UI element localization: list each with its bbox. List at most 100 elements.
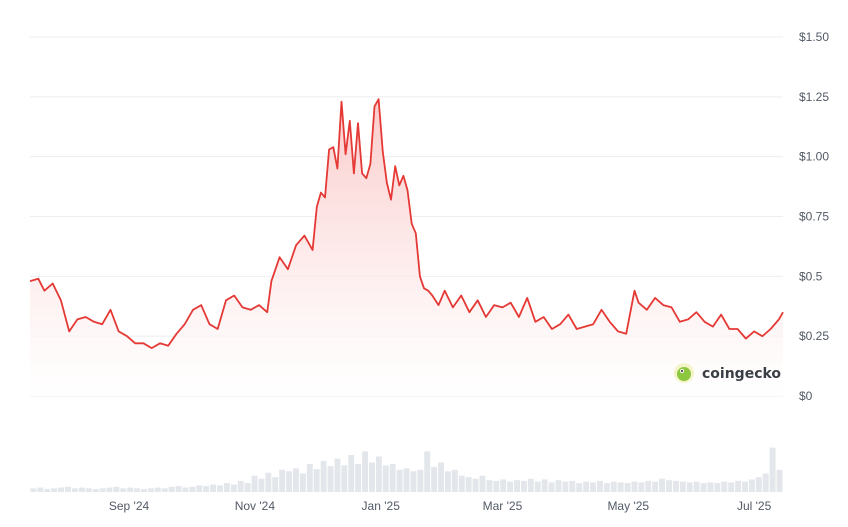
volume-bar [251,475,258,492]
volume-bar [237,480,244,492]
x-tick-label: Jan '25 [362,499,401,513]
volume-bar [596,480,603,492]
volume-bar [230,484,237,492]
volume-bar [638,482,645,492]
volume-bar [583,481,590,492]
volume-bar [728,482,735,492]
volume-bar [458,475,465,492]
volume-bar [686,482,693,492]
volume-bar [44,489,51,492]
volume-bar [610,481,617,492]
volume-bar [645,480,652,492]
volume-bar [666,480,672,492]
volume-bar [569,480,576,492]
volume-bar [244,483,251,492]
x-tick-label: Sep '24 [109,499,150,513]
volume-bar [672,480,679,492]
volume-bar [693,481,700,492]
volume-bar [479,475,486,492]
volume-bar [769,447,776,492]
volume-bar [154,487,161,492]
volume-bar [534,481,541,492]
volume-bar [313,469,320,492]
volume-bar [548,482,555,492]
watermark-text: coingecko [702,366,781,382]
y-tick-label: $0.75 [799,210,829,224]
y-axis-labels: $1.50 $1.25 $1.00 $0.75 $0.5 $0.25 $0 [799,30,829,403]
volume-bar [341,465,348,492]
volume-bar [465,477,472,492]
volume-bar [168,486,175,492]
volume-bar [127,487,134,492]
x-tick-label: Nov '24 [235,499,276,513]
x-tick-label: Jul '25 [737,499,772,513]
volume-bar [85,488,92,492]
volume-bar [410,471,417,492]
y-tick-label: $1.25 [799,90,829,104]
y-tick-label: $1.00 [799,150,829,164]
volume-bar [58,487,65,492]
volume-bar [51,488,58,492]
volume-bar [141,489,147,492]
x-tick-label: Mar '25 [483,499,523,513]
volume-bar [396,469,403,492]
volume-bar [375,456,382,492]
volume-bar [175,486,182,492]
volume-bar [493,480,500,492]
volume-bar [362,451,369,492]
volume-bar [776,469,783,492]
volume-bar [762,473,769,492]
y-tick-label: $0 [799,389,813,403]
volume-bar [438,462,444,492]
volume-bar [541,479,548,492]
volume-bar [527,478,534,492]
volume-bar [721,481,728,492]
volume-bar [382,465,389,492]
volume-bar [417,469,424,492]
x-tick-label: May '25 [607,499,649,513]
volume-bar [182,487,189,492]
volume-bar [451,469,458,492]
volume-bar [389,463,396,492]
volume-bar [444,471,451,492]
volume-bar [134,488,141,492]
volume-bar [279,469,286,492]
volume-bar [327,466,334,492]
volume-bar [631,481,638,492]
volume-bar [92,489,99,492]
volume-bar [348,455,355,492]
volume-bar [603,483,610,492]
y-tick-label: $0.5 [799,269,823,283]
volume-bar [334,458,341,492]
volume-bar [652,481,659,492]
volume-bar [258,478,265,492]
volume-bar [355,463,362,492]
volume-bar [472,478,479,492]
volume-bar [147,488,154,492]
x-axis-labels: Sep '24 Nov '24 Jan '25 Mar '25 May '25 Jul '… [109,499,772,513]
volume-bar [113,486,120,492]
volume-bar [306,463,313,492]
volume-bar [424,451,431,492]
volume-bar [562,481,569,492]
volume-bar [71,488,78,492]
volume-bar [223,483,230,492]
volume-bar [486,480,493,492]
volume-bar [65,486,71,492]
price-area-fill [30,99,783,396]
volume-bar [555,480,562,492]
volume-bar [714,483,721,492]
volume-bar [735,480,742,492]
volume-bar [369,462,375,492]
volume-bar [624,483,631,492]
volume-bar [576,483,583,492]
volume-bar [431,466,438,492]
volume-bar [189,486,196,492]
volume-bar [203,486,210,492]
volume-bar [99,488,106,492]
volume-bar [590,482,596,492]
volume-bar [755,477,762,492]
volume-bar [500,479,507,492]
volume-bar [272,477,279,492]
